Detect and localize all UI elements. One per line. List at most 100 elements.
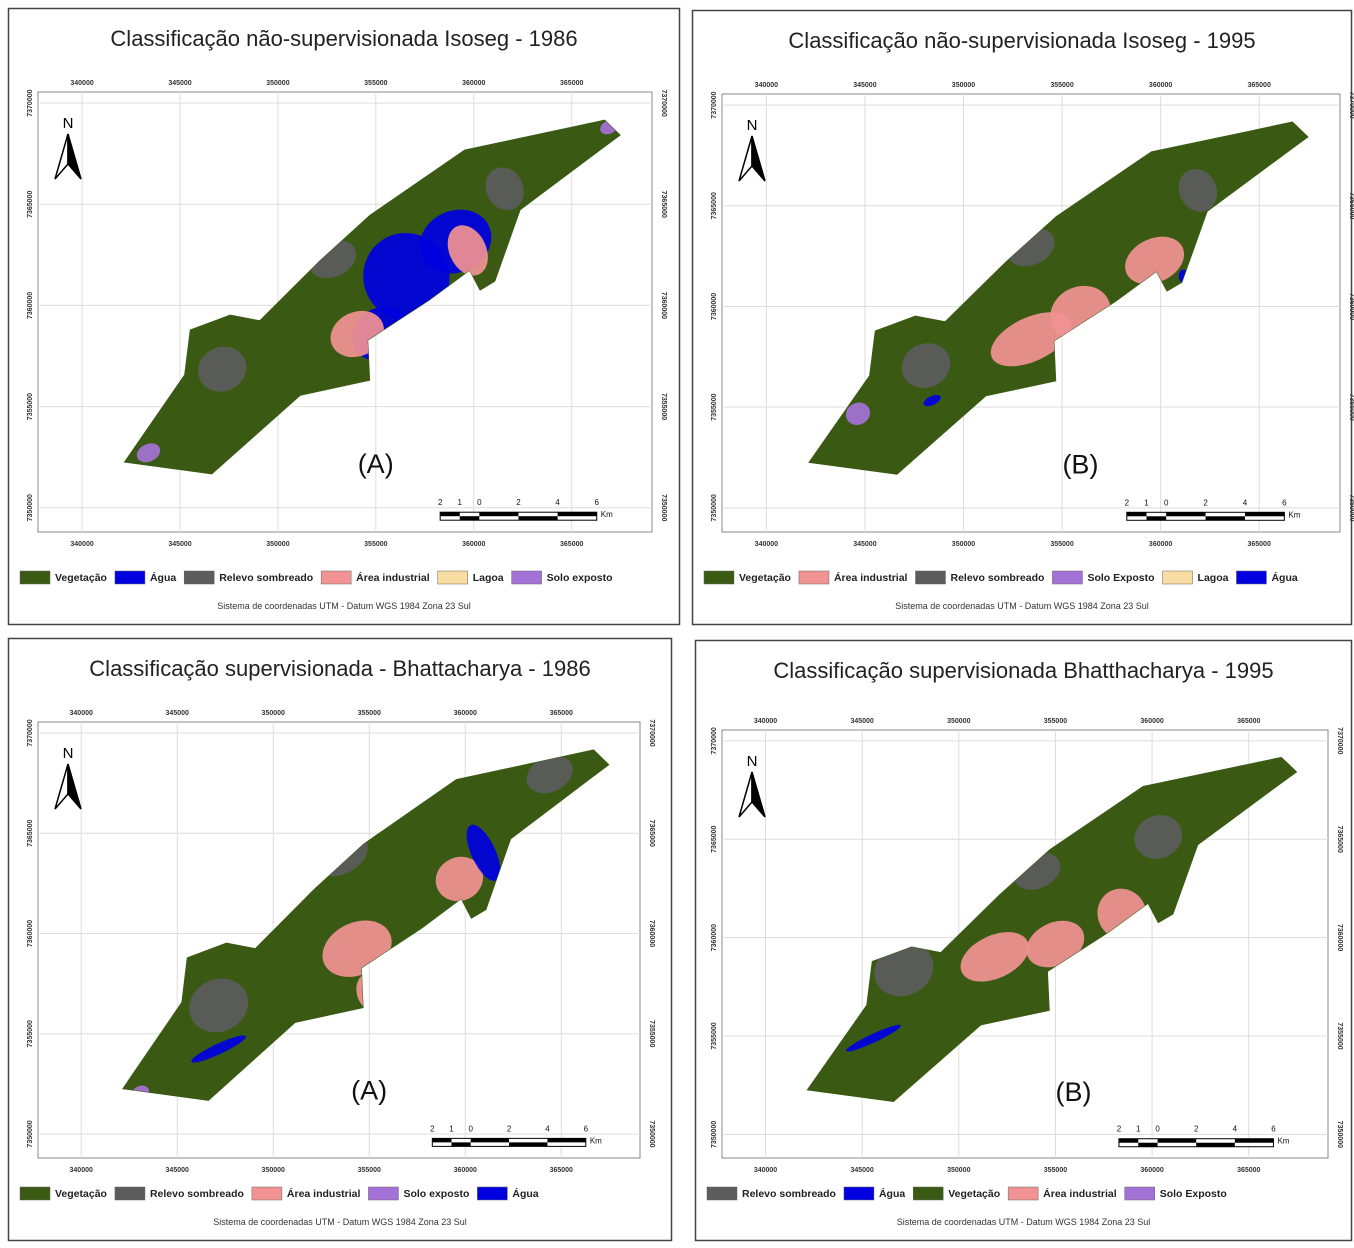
legend-label: Lagoa [473,572,504,584]
legend-swatch [1008,1187,1038,1200]
scale-segment [1245,512,1284,516]
legend-swatch [1052,571,1082,584]
x-tick-label: 360000 [1149,541,1172,548]
x-tick-label: 355000 [364,541,387,548]
legend-swatch [1163,571,1193,584]
scale-segment [451,1142,470,1146]
y-tick-label: 7360000 [648,920,655,947]
x-tick-label: 355000 [1044,718,1067,725]
scale-label: 0 [468,1124,473,1133]
x-tick-label: 365000 [550,1167,573,1174]
legend-label: Solo exposto [403,1188,469,1200]
legend-label: Vegetação [739,572,791,584]
scale-label: 1 [1144,498,1149,507]
footer: Sistema de coordenadas UTM - Datum WGS 1… [897,1217,1151,1227]
x-tick-label: 345000 [168,80,191,87]
panel-label: (B) [1055,1077,1091,1107]
y-tick-label: 7350000 [711,1121,718,1148]
legend-label: Solo Exposto [1087,572,1154,584]
x-tick-label: 355000 [1044,1167,1067,1174]
y-tick-label: 7370000 [27,89,34,116]
legend-swatch [477,1187,507,1200]
y-tick-label: 7355000 [660,393,667,420]
x-tick-label: 355000 [364,80,387,87]
legend-swatch [438,571,468,584]
scale-segment [1146,516,1166,520]
y-tick-label: 7370000 [1348,91,1354,118]
x-tick-label: 345000 [166,710,189,717]
footer: Sistema de coordenadas UTM - Datum WGS 1… [895,601,1149,611]
legend-label: Área industrial [356,571,430,584]
x-tick-label: 350000 [952,541,975,548]
x-tick-label: 340000 [70,541,93,548]
legend-swatch [844,1187,874,1200]
scale-label: 6 [584,1124,589,1133]
y-tick-label: 7350000 [711,494,718,521]
footer: Sistema de coordenadas UTM - Datum WGS 1… [217,601,471,611]
scale-segment [1166,512,1205,516]
x-tick-label: 365000 [1237,718,1260,725]
y-tick-label: 7360000 [660,292,667,319]
north-label: N [63,745,74,762]
scale-unit: Km [1288,510,1300,519]
legend-swatch [184,571,214,584]
map-panel: Classificação não-supervisionada Isoseg … [693,11,1354,625]
y-tick-label: 7355000 [648,1020,655,1047]
x-tick-label: 340000 [754,1167,777,1174]
north-label: N [63,115,74,132]
y-tick-label: 7365000 [27,820,34,847]
y-tick-label: 7365000 [648,820,655,847]
y-tick-label: 7355000 [1348,394,1354,421]
scale-unit: Km [1277,1137,1289,1146]
y-tick-label: 7355000 [711,393,718,420]
y-tick-label: 7365000 [711,192,718,219]
x-tick-label: 365000 [1247,541,1270,548]
y-tick-label: 7350000 [660,494,667,521]
scale-label: 1 [449,1124,454,1133]
x-tick-label: 345000 [850,1167,873,1174]
legend-swatch [1236,571,1266,584]
legend-swatch [704,571,734,584]
scale-segment [471,1138,509,1142]
scale-label: 4 [555,498,560,507]
panel-label: (A) [351,1076,387,1106]
y-tick-label: 7365000 [27,191,34,218]
x-tick-label: 350000 [266,541,289,548]
footer: Sistema de coordenadas UTM - Datum WGS 1… [213,1217,467,1227]
scale-segment [509,1142,547,1146]
scale-segment [460,516,480,520]
scale-label: 4 [1243,498,1248,507]
scale-segment [1127,512,1147,516]
panel-title: Classificação não-supervisionada Isoseg … [110,26,577,51]
x-tick-label: 365000 [1237,1167,1260,1174]
x-tick-label: 340000 [754,718,777,725]
y-tick-label: 7370000 [711,727,718,754]
x-tick-label: 350000 [952,82,975,89]
scale-segment [547,1138,585,1142]
x-tick-label: 340000 [70,80,93,87]
y-tick-label: 7360000 [27,920,34,947]
legend-label: Água [879,1187,905,1200]
legend-swatch [115,571,145,584]
legend-label: Área industrial [834,571,908,584]
y-tick-label: 7355000 [1336,1022,1343,1049]
y-tick-label: 7370000 [648,719,655,746]
scale-label: 6 [595,498,600,507]
y-tick-label: 7360000 [27,292,34,319]
legend-label: Solo Exposto [1160,1188,1227,1200]
y-tick-label: 7350000 [27,494,34,521]
scale-segment [440,512,460,516]
y-tick-label: 7365000 [660,191,667,218]
x-tick-label: 345000 [853,82,876,89]
scale-label: 2 [507,1124,512,1133]
scale-label: 6 [1271,1125,1276,1134]
x-tick-label: 360000 [454,710,477,717]
scale-segment [479,512,518,516]
x-tick-label: 360000 [462,80,485,87]
scale-label: 2 [516,498,521,507]
y-tick-label: 7360000 [1336,924,1343,951]
y-tick-label: 7350000 [1336,1121,1343,1148]
y-tick-label: 7370000 [1336,727,1343,754]
legend-label: Lagoa [1198,572,1229,584]
y-tick-label: 7355000 [711,1022,718,1049]
